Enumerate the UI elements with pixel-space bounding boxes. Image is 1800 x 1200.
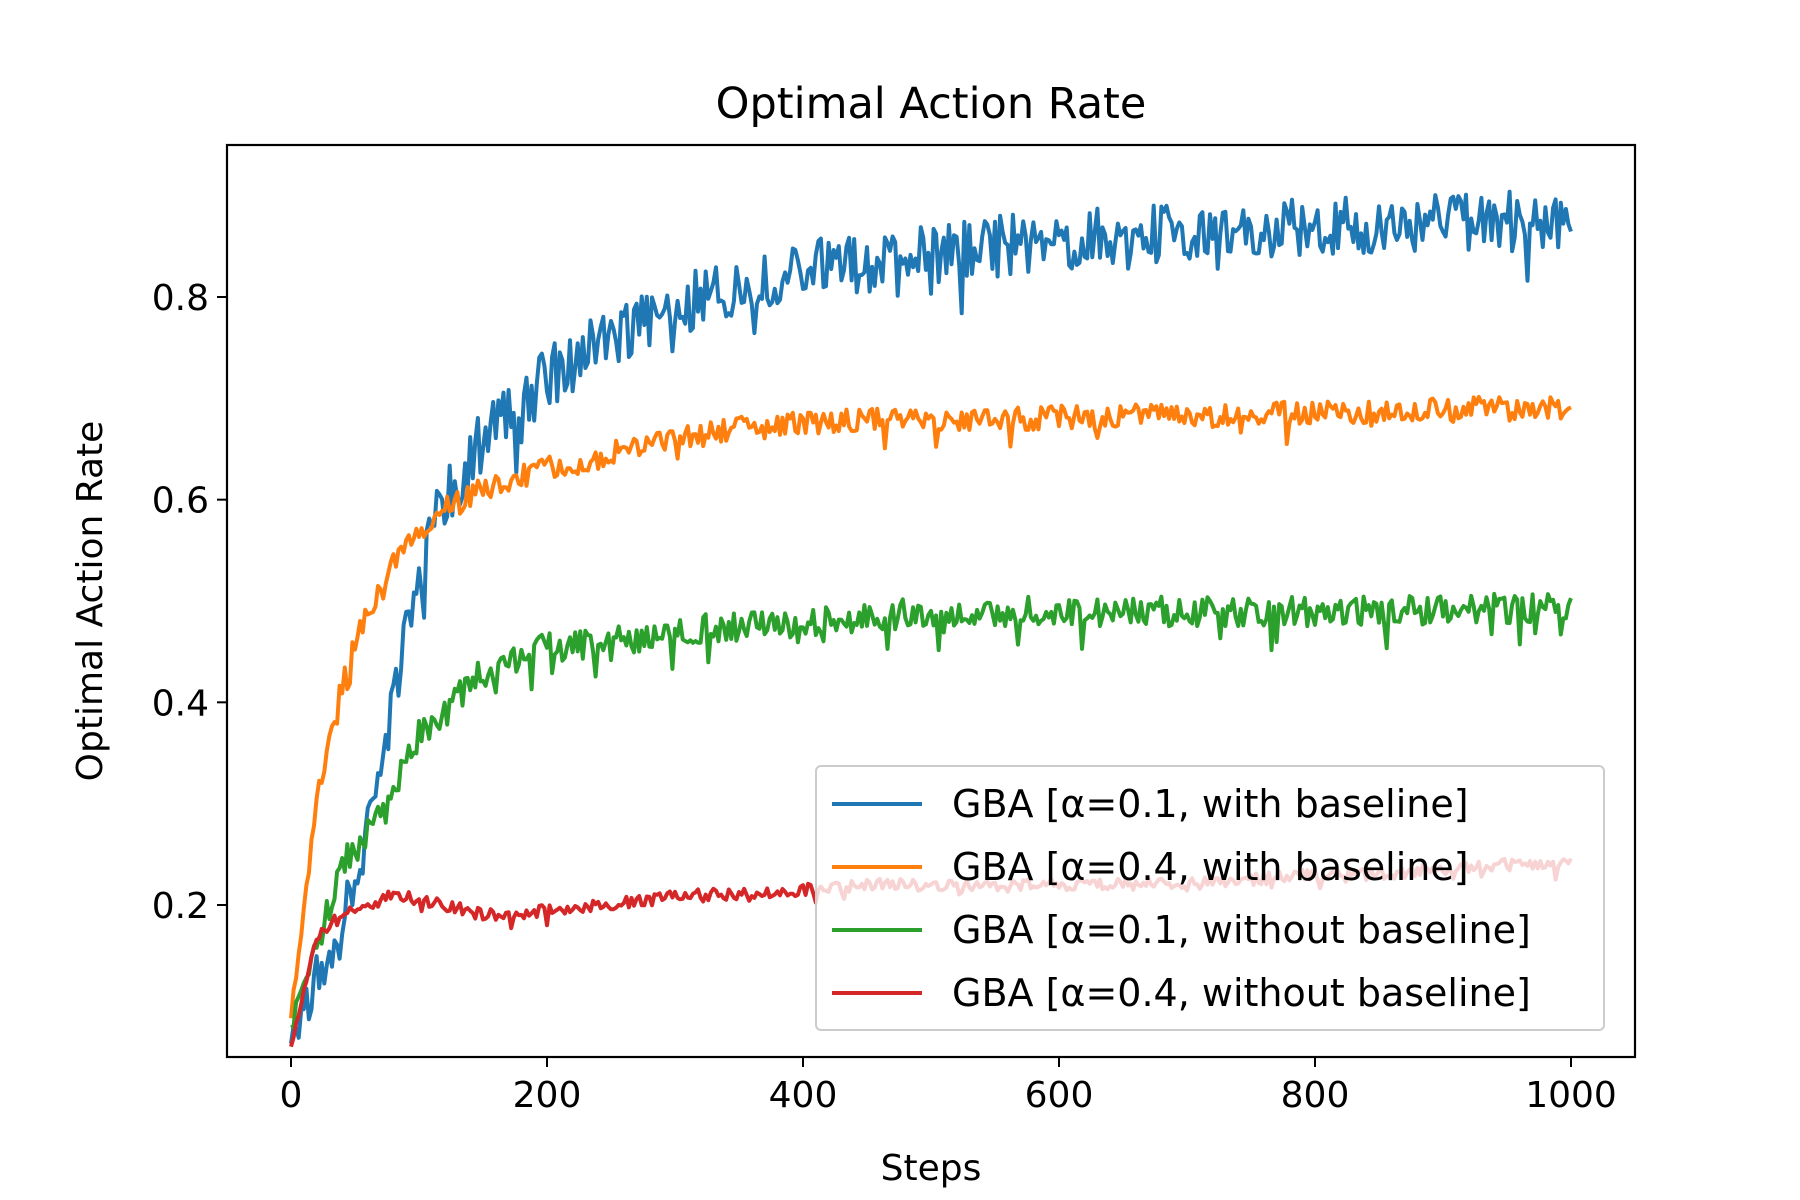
y-tick-label: 0.8 (152, 278, 209, 319)
legend-label: GBA [α=0.1, without baseline] (952, 908, 1531, 952)
x-tick-label: 600 (1025, 1075, 1094, 1116)
series-line (290, 591, 1573, 1030)
plot-frame (225, 143, 1637, 1059)
y-axis-label: Optimal Action Rate (70, 421, 111, 782)
series-line (289, 394, 1572, 1019)
x-tick-label: 200 (513, 1075, 582, 1116)
series-line (289, 189, 1573, 1044)
legend-box (815, 765, 1605, 1031)
x-tick-label: 400 (769, 1075, 838, 1116)
y-axis: 0.2 0.4 0.6 0.8 (152, 278, 227, 927)
x-tick-label: 800 (1281, 1075, 1350, 1116)
x-axis: 0 200 400 600 800 1000 (280, 1057, 1617, 1116)
legend-label: GBA [α=0.4, without baseline] (952, 971, 1531, 1015)
x-tick-label: 1000 (1525, 1075, 1617, 1116)
legend-label: GBA [α=0.1, with baseline] (952, 782, 1469, 826)
y-tick-label: 0.4 (152, 683, 209, 724)
x-tick-label: 0 (280, 1075, 303, 1116)
y-tick-label: 0.2 (152, 886, 209, 927)
y-tick-label: 0.6 (152, 481, 209, 522)
chart-title: Optimal Action Rate (716, 79, 1147, 129)
legend: GBA [α=0.1, with baseline] GBA [α=0.4, wi… (815, 765, 1605, 1031)
x-axis-label: Steps (881, 1148, 982, 1189)
legend-label: GBA [α=0.4, with baseline] (952, 845, 1469, 889)
